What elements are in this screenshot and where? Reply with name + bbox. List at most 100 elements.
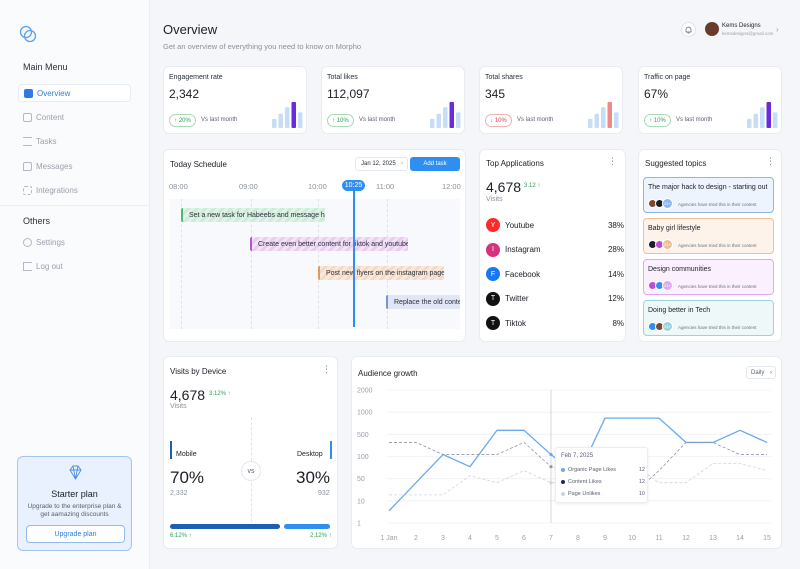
period-dropdown[interactable]: Daily › [746, 366, 776, 379]
app-percent: 14% [607, 269, 624, 279]
app-logo [19, 25, 37, 43]
tooltip-row: Organic Page Likes 12 [561, 467, 645, 473]
sidebar-item-messages[interactable]: Messages [18, 157, 131, 175]
desktop-label: Desktop [297, 451, 323, 458]
sidebar-item-content[interactable]: Content [18, 108, 131, 126]
sidebar-item-overview[interactable]: Overview [18, 84, 131, 102]
series-point [549, 481, 553, 485]
topic-title: Design communities [648, 266, 712, 273]
topic-card[interactable]: Doing better in Tech 21+ Agencies have t… [643, 300, 774, 336]
time-label: 09:00 [239, 182, 258, 191]
app-row-tiktok[interactable]: T Tiktok 8% [486, 315, 624, 331]
x-tick-label: 4 [468, 535, 472, 542]
notification-button[interactable] [681, 22, 696, 37]
series-point [549, 465, 553, 469]
device-visits-label: Visits [170, 403, 187, 410]
desktop-share-bar [284, 524, 330, 529]
x-tick-label: 13 [709, 535, 717, 542]
mobile-visits: 2,332 [170, 490, 188, 497]
main-menu-heading: Main Menu [23, 62, 68, 72]
topic-card[interactable]: Baby girl lifestyle 21+ Agencies have tr… [643, 218, 774, 254]
avatar-count: 21+ [662, 198, 673, 209]
stat-bar [298, 112, 303, 128]
desktop-visits: 932 [318, 490, 330, 497]
home-icon [24, 88, 33, 98]
stat-change-badge: ↑ 10% [644, 114, 671, 127]
avatar-count: 21+ [662, 321, 673, 332]
sidebar-item-logout[interactable]: Log out [18, 257, 131, 275]
audience-growth-title: Audience growth [358, 369, 418, 378]
x-tick-label: 10 [628, 535, 636, 542]
stat-bar [614, 112, 619, 128]
avatar[interactable] [705, 22, 719, 36]
topic-note: Agencies have tried this in their conten… [678, 325, 757, 330]
y-tick-label: 1 [357, 521, 361, 528]
stat-bar [601, 107, 606, 128]
x-tick-label: 15 [763, 535, 771, 542]
starter-plan-card: Starter plan Upgrade to the enterprise p… [17, 456, 132, 551]
stat-bar [430, 118, 435, 128]
x-tick-label: 9 [603, 535, 607, 542]
upgrade-plan-button[interactable]: Upgrade plan [26, 525, 125, 543]
stat-value: 2,342 [169, 87, 200, 101]
schedule-task[interactable]: Post new flyers on the instagram page [318, 266, 444, 280]
stat-bar [285, 107, 290, 128]
y-tick-label: 1000 [357, 410, 373, 417]
app-row-twitter[interactable]: T Twitter 12% [486, 291, 624, 307]
x-tick-label: 1 Jan [380, 535, 397, 542]
suggested-topics-title: Suggested topics [645, 159, 707, 168]
device-visits-value: 4,678 [170, 387, 206, 403]
topic-note: Agencies have tried this in their conten… [678, 202, 757, 207]
chevron-right-icon[interactable]: › [776, 25, 779, 34]
app-row-facebook[interactable]: F Facebook 14% [486, 266, 624, 282]
desktop-percent: 30% [296, 468, 331, 487]
arrow-up-icon: ↑ [174, 117, 178, 124]
stat-label: Engagement rate [169, 74, 223, 81]
desktop-growth: 2.12% ↑ [310, 533, 332, 539]
arrow-down-icon: ↓ [490, 117, 494, 124]
topic-card[interactable]: The major hack to design - starting out … [643, 177, 774, 213]
topic-card[interactable]: Design communities 21+ Agencies have tri… [643, 259, 774, 295]
stat-comparison: Vs last month [676, 117, 713, 123]
gear-icon [23, 237, 32, 247]
x-tick-label: 5 [495, 535, 499, 542]
sidebar-item-integrations[interactable]: Integrations [18, 181, 131, 199]
stat-label: Total likes [327, 74, 358, 81]
app-row-youtube[interactable]: Y Youtube 38% [486, 217, 624, 233]
stat-comparison: Vs last month [359, 117, 396, 123]
add-task-button[interactable]: Add task [410, 157, 460, 171]
sidebar-item-settings[interactable]: Settings [18, 233, 131, 251]
facebook-icon: F [486, 267, 500, 281]
stat-bar [607, 102, 612, 128]
more-options-icon[interactable]: ⋮ [766, 156, 775, 166]
topic-title: The major hack to design - starting out [648, 184, 768, 191]
app-percent: 28% [607, 245, 624, 254]
date-picker[interactable]: Jan 12, 2025 › [355, 157, 408, 171]
x-tick-label: 2 [414, 535, 418, 542]
schedule-task[interactable]: Create even better content for tiktok an… [250, 237, 408, 251]
schedule-task[interactable]: Set a new task for Habeebs and message h… [181, 208, 325, 222]
instagram-icon: I [486, 242, 500, 257]
mobile-accent [170, 441, 172, 459]
bell-icon [685, 26, 692, 33]
visits-label: Visits [486, 196, 503, 203]
x-tick-label: 14 [736, 535, 744, 542]
app-row-instagram[interactable]: I Instagram 28% [486, 242, 624, 258]
tooltip-date: Feb 7, 2025 [561, 453, 594, 459]
sidebar-item-tasks[interactable]: Tasks [18, 132, 131, 150]
y-tick-label: 500 [357, 432, 369, 439]
diamond-icon [69, 465, 82, 480]
x-tick-label: 6 [522, 535, 526, 542]
plan-description: Upgrade to the enterprise plan & get aam… [27, 503, 122, 519]
page-subtitle: Get an overview of everything you need t… [163, 42, 362, 51]
schedule-title: Today Schedule [170, 160, 227, 169]
x-tick-label: 11 [655, 535, 662, 542]
more-options-icon[interactable]: ⋮ [608, 156, 617, 166]
visits-by-device-title: Visits by Device [170, 367, 227, 376]
time-label: 10:00 [308, 182, 327, 191]
stat-bar [773, 112, 778, 128]
more-options-icon[interactable]: ⋮ [322, 364, 331, 374]
stat-bar [291, 102, 296, 128]
stat-mini-chart [430, 102, 461, 128]
schedule-task[interactable]: Replace the old content [386, 295, 460, 309]
